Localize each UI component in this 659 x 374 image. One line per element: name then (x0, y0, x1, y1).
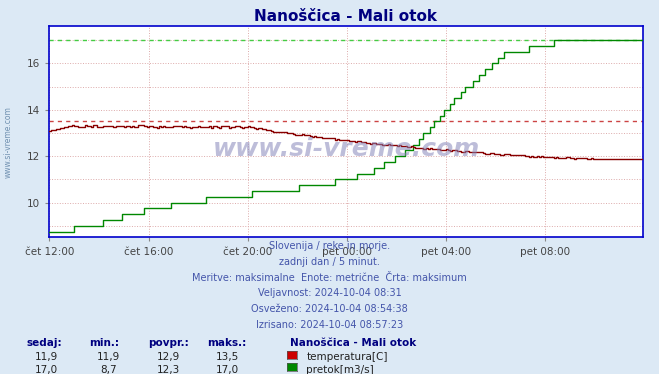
Text: sedaj:: sedaj: (26, 338, 62, 349)
Text: www.si-vreme.com: www.si-vreme.com (212, 137, 480, 161)
Title: Nanoščica - Mali otok: Nanoščica - Mali otok (254, 9, 438, 24)
Text: Osveženo: 2024-10-04 08:54:38: Osveženo: 2024-10-04 08:54:38 (251, 304, 408, 314)
Text: 17,0: 17,0 (34, 365, 58, 374)
Text: 12,3: 12,3 (156, 365, 180, 374)
Text: 13,5: 13,5 (215, 352, 239, 362)
Text: 17,0: 17,0 (215, 365, 239, 374)
Text: maks.:: maks.: (208, 338, 247, 349)
Text: 11,9: 11,9 (97, 352, 121, 362)
Text: 12,9: 12,9 (156, 352, 180, 362)
Text: 11,9: 11,9 (34, 352, 58, 362)
Text: Nanoščica - Mali otok: Nanoščica - Mali otok (290, 338, 416, 349)
Text: min.:: min.: (89, 338, 119, 349)
Text: 8,7: 8,7 (100, 365, 117, 374)
Text: zadnji dan / 5 minut.: zadnji dan / 5 minut. (279, 257, 380, 267)
Text: Slovenija / reke in morje.: Slovenija / reke in morje. (269, 241, 390, 251)
Text: povpr.:: povpr.: (148, 338, 189, 349)
Text: Veljavnost: 2024-10-04 08:31: Veljavnost: 2024-10-04 08:31 (258, 288, 401, 298)
Text: pretok[m3/s]: pretok[m3/s] (306, 365, 374, 374)
Text: Meritve: maksimalne  Enote: metrične  Črta: maksimum: Meritve: maksimalne Enote: metrične Črta… (192, 273, 467, 283)
Text: temperatura[C]: temperatura[C] (306, 352, 388, 362)
Text: Izrisano: 2024-10-04 08:57:23: Izrisano: 2024-10-04 08:57:23 (256, 320, 403, 330)
Text: www.si-vreme.com: www.si-vreme.com (3, 106, 13, 178)
